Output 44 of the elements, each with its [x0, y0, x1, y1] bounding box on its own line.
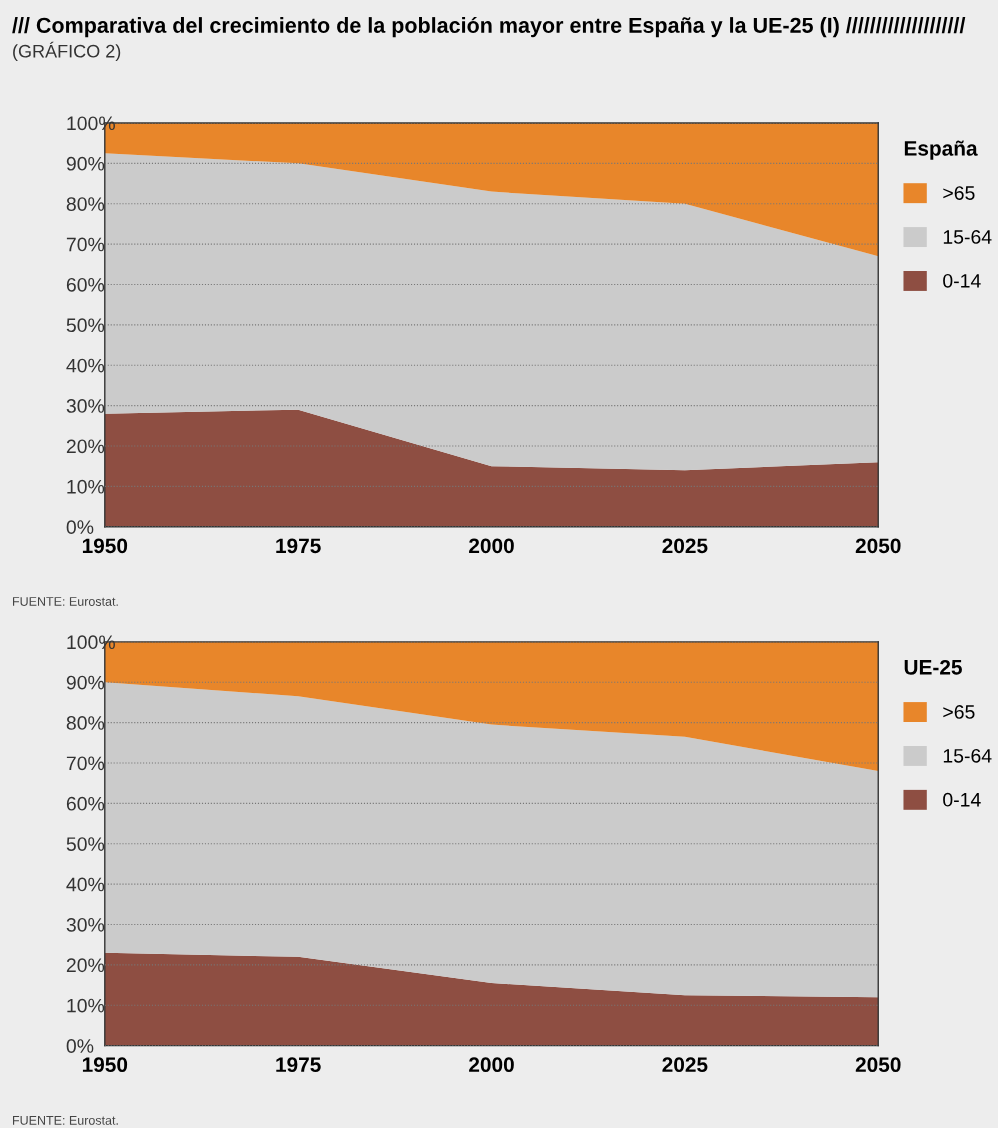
legend-label: 15-64 [943, 230, 992, 244]
chart-title: /// Comparativa del crecimiento de la población mayor entre España y la UE-25 (I) //////////////////// [12, 16, 966, 38]
y-tick-label: 0% [66, 520, 94, 535]
x-tick-label: 1950 [82, 1057, 128, 1073]
y-tick-label: 20% [66, 439, 105, 454]
y-tick-label: 90% [66, 156, 105, 171]
x-tick-label: 1975 [276, 1057, 321, 1073]
y-tick-label: 10% [67, 998, 105, 1013]
x-tick-label: 2050 [855, 538, 901, 554]
y-tick-label: 20% [66, 958, 105, 973]
legend-title: España [904, 140, 978, 160]
x-tick-label: 2025 [662, 538, 708, 554]
legend-title: UE-25 [904, 659, 962, 675]
legend-label: 15-64 [943, 748, 992, 763]
y-tick-label: 60% [66, 277, 105, 292]
chart-subtitle: (GRÁFICO 2) [13, 41, 121, 62]
y-tick-label: 30% [66, 917, 105, 932]
y-tick-label: 100% [67, 116, 115, 131]
legend-label: 0-14 [943, 273, 981, 288]
y-tick-label: 90% [66, 675, 105, 690]
y-tick-label: 40% [66, 358, 105, 373]
y-tick-label: 70% [66, 237, 105, 252]
source-note: FUENTE: Eurostat. [13, 597, 118, 606]
y-tick-label: 80% [66, 716, 105, 730]
x-tick-label: 1975 [276, 538, 321, 554]
y-tick-label: 0% [66, 1039, 94, 1053]
legend-label: 0-14 [943, 792, 981, 807]
y-tick-label: 70% [66, 756, 105, 771]
y-tick-label: 60% [66, 796, 105, 811]
x-tick-label: 2050 [855, 1057, 901, 1073]
y-tick-label: 30% [66, 399, 105, 413]
y-tick-label: 80% [66, 197, 105, 211]
y-tick-label: 50% [66, 318, 105, 333]
y-tick-label: 40% [66, 877, 105, 892]
source-note: FUENTE: Eurostat. [13, 1116, 118, 1125]
legend-label: >65 [943, 705, 975, 719]
legend-label: >65 [943, 186, 975, 200]
y-tick-label: 50% [66, 837, 105, 851]
x-tick-label: 2000 [469, 538, 514, 554]
x-tick-label: 1950 [82, 538, 128, 554]
y-tick-label: 10% [67, 479, 105, 494]
y-tick-label: 100% [67, 635, 115, 650]
x-tick-label: 2000 [469, 1057, 514, 1073]
x-tick-label: 2025 [662, 1057, 708, 1073]
